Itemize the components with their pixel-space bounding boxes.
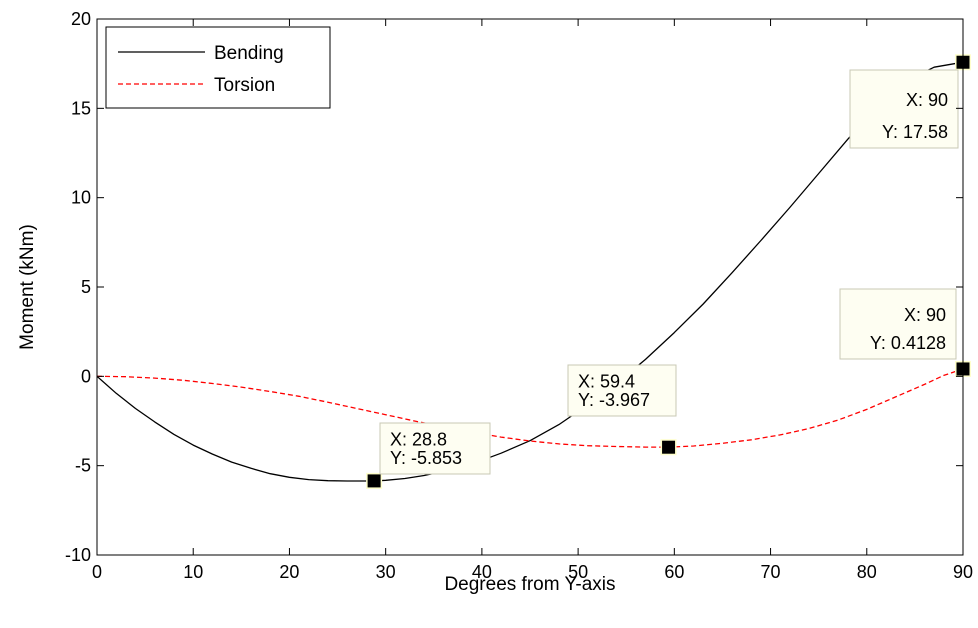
x-tick-label: 40 bbox=[472, 562, 492, 582]
datatip-y-text: Y: -5.853 bbox=[390, 448, 462, 468]
x-tick-label: 50 bbox=[568, 562, 588, 582]
legend-label-torsion: Torsion bbox=[214, 75, 275, 96]
datatip[interactable]: X: 90 Y: 0.4128 bbox=[839, 288, 957, 360]
y-tick-label: 5 bbox=[81, 277, 91, 297]
legend-box bbox=[105, 26, 331, 109]
datatip-marker[interactable] bbox=[662, 440, 676, 454]
datatip[interactable]: X: 28.8Y: -5.853 bbox=[379, 422, 491, 475]
datatip-x-text: X: 90 bbox=[906, 90, 948, 110]
datatip-box bbox=[849, 69, 959, 149]
datatip-box bbox=[379, 422, 491, 475]
y-tick-label: -5 bbox=[75, 456, 91, 476]
datatip-marker[interactable] bbox=[367, 474, 381, 488]
x-axis-label: Degrees from Y-axis bbox=[444, 574, 615, 595]
datatip-box bbox=[567, 364, 677, 417]
datatip-x-text: X: 90 bbox=[904, 305, 946, 325]
datatip-x-text: X: 28.8 bbox=[390, 430, 447, 450]
legend-label-bending: Bending bbox=[214, 43, 284, 64]
y-tick-label: 0 bbox=[81, 366, 91, 386]
x-tick-label: 90 bbox=[953, 562, 973, 582]
y-tick-label: -10 bbox=[65, 545, 91, 565]
x-tick-label: 70 bbox=[761, 562, 781, 582]
series-line-torsion bbox=[96, 368, 964, 448]
x-tick-label: 10 bbox=[183, 562, 203, 582]
datatip-y-text: Y: -3.967 bbox=[578, 390, 650, 410]
y-axis-label: Moment (kNm) bbox=[17, 224, 38, 350]
x-tick-label: 0 bbox=[92, 562, 102, 582]
y-tick-label: 15 bbox=[71, 98, 91, 118]
x-tick-label: 60 bbox=[664, 562, 684, 582]
x-tick-label: 30 bbox=[376, 562, 396, 582]
y-tick-label: 20 bbox=[71, 9, 91, 29]
datatip-y-text: Y: 0.4128 bbox=[870, 333, 946, 353]
datatip[interactable]: X: 59.4Y: -3.967 bbox=[567, 364, 677, 417]
datatip-box bbox=[839, 288, 957, 360]
ticks-layer: 0 10 20 30 40 50 60 70 80 90 -10 -5 0 5 10 15 20 bbox=[65, 9, 973, 582]
legend: Bending Torsion bbox=[105, 26, 331, 109]
datatip[interactable]: X: 90 Y: 17.58 bbox=[849, 69, 959, 149]
x-tick-label: 20 bbox=[279, 562, 299, 582]
y-tick-label: 10 bbox=[71, 188, 91, 208]
datatip-y-text: Y: 17.58 bbox=[882, 122, 948, 142]
annotation-layer: X: 28.8Y: -5.853 X: 59.4Y: -3.967 X: 90 Y: … bbox=[379, 69, 959, 475]
x-tick-label: 80 bbox=[857, 562, 877, 582]
datatip-x-text: X: 59.4 bbox=[578, 372, 635, 392]
